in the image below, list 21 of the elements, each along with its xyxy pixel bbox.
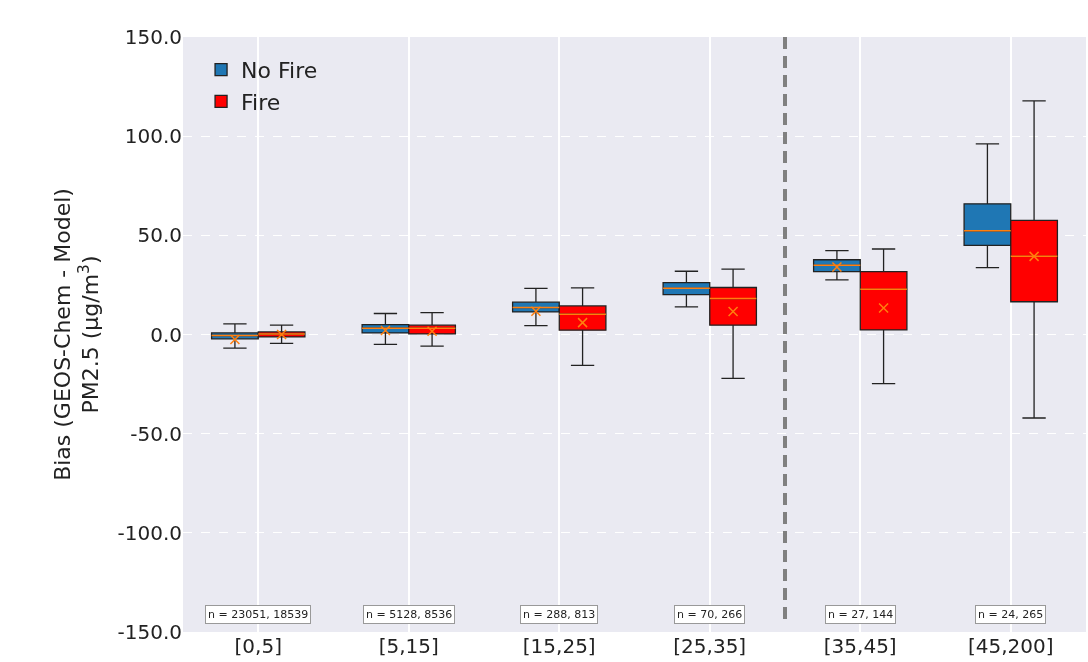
y-tick-label: -100.0 — [117, 520, 182, 545]
annotation: n = 288, 813 — [523, 608, 596, 621]
legend-label: Fire — [241, 89, 281, 115]
annotation: n = 27, 144 — [828, 608, 894, 621]
annotation: n = 70, 266 — [677, 608, 743, 621]
y-tick-label: 100.0 — [124, 124, 182, 149]
x-tick-label: [15,25] — [522, 634, 596, 658]
y-tick-label: 50.0 — [137, 223, 182, 248]
annotation: n = 23051, 18539 — [208, 608, 309, 621]
x-tick-label: [35,45] — [823, 634, 897, 658]
annotation: n = 5128, 8536 — [366, 608, 453, 621]
y-tick-label: 0.0 — [150, 322, 182, 347]
x-tick-label: [0,5] — [234, 634, 282, 658]
legend-label: No Fire — [241, 58, 318, 84]
x-tick-label: [25,35] — [673, 634, 747, 658]
y-tick-label: -150.0 — [117, 620, 182, 644]
annotation: n = 24, 265 — [978, 608, 1044, 621]
x-tick-label: [5,15] — [378, 634, 439, 658]
x-tick-label: [45,200] — [967, 634, 1054, 658]
y-tick-label: -50.0 — [130, 421, 182, 446]
y-tick-label: 150.0 — [124, 25, 182, 49]
